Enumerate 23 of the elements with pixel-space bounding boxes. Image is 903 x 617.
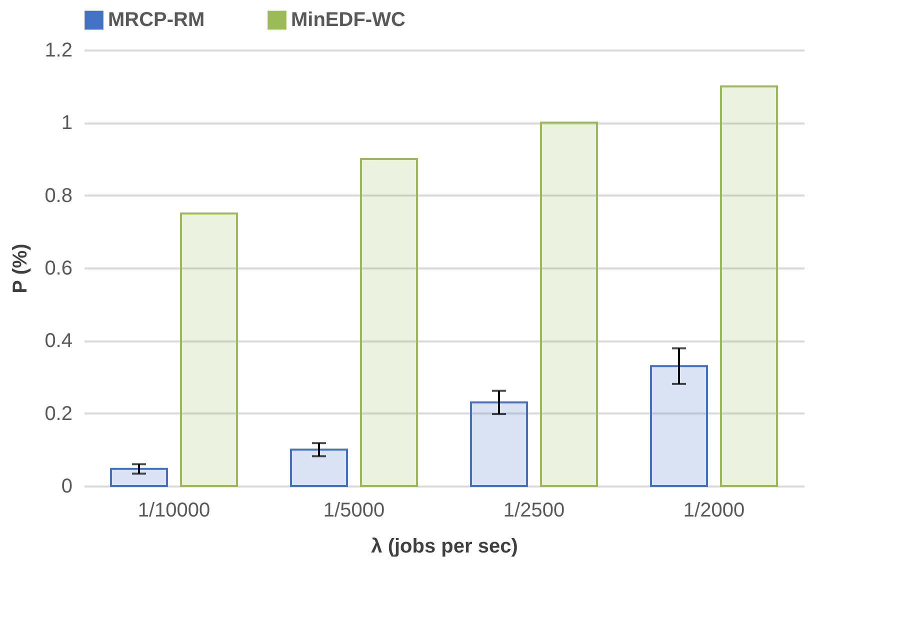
y-tick-label: 0 — [61, 476, 72, 498]
bar — [470, 401, 528, 487]
legend-label: MRCP-RM — [108, 9, 205, 32]
bar — [540, 122, 598, 487]
x-tick-label: 1/10000 — [138, 500, 210, 522]
x-axis-title: λ (jobs per sec) — [371, 536, 518, 558]
y-tick-label: 0.8 — [44, 184, 72, 207]
bar — [180, 212, 238, 487]
legend-label: MinEDF-WC — [291, 9, 406, 32]
y-tick-label: 1 — [61, 112, 72, 134]
y-tick-label: 0.2 — [44, 402, 72, 425]
y-tick-label: 1.2 — [44, 40, 72, 62]
y-axis-title: P (%) — [10, 244, 32, 294]
bar — [650, 365, 708, 487]
bar — [360, 158, 418, 487]
bar — [290, 448, 348, 487]
x-tick-label: 1/2000 — [683, 500, 745, 522]
y-tick-label: 0.4 — [44, 330, 72, 352]
x-tick-label: 1/5000 — [323, 500, 385, 522]
x-tick-label: 1/2500 — [503, 500, 565, 522]
bar — [110, 468, 168, 487]
bar — [720, 85, 778, 487]
y-tick-label: 0.6 — [44, 258, 72, 280]
